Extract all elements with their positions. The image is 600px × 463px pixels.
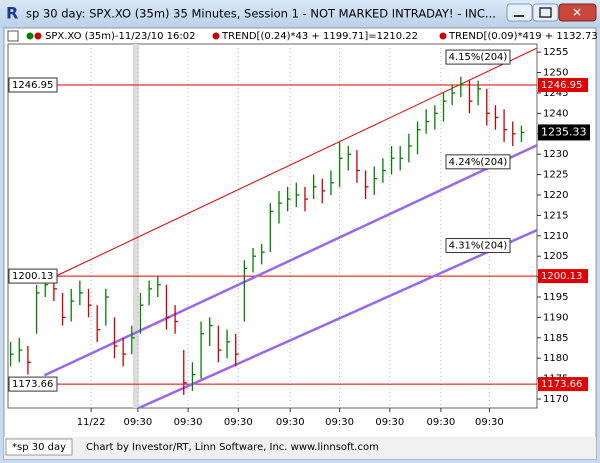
line-label-box: [8, 77, 58, 93]
y-tick-label: 1250: [543, 68, 568, 79]
line-label: 1200.13: [12, 271, 53, 282]
trend-line: [53, 47, 537, 278]
last-price-label: 1235.33: [541, 125, 587, 138]
plot-area: [7, 43, 538, 409]
x-tick-label: 09:30: [123, 417, 152, 428]
maximize-button[interactable]: [532, 3, 559, 22]
x-tick-label: 09:30: [224, 417, 253, 428]
legend-checkbox[interactable]: [7, 30, 19, 42]
legend-dot: [212, 32, 220, 40]
line-label-box: [8, 376, 58, 392]
y-tick-label: 1255: [543, 47, 568, 58]
y-tick-label: 1210: [543, 231, 568, 242]
trend-line: [43, 144, 537, 377]
y-tick-label: 1170: [543, 394, 568, 405]
legend-text: SPX.XO (35m)-11/23/10 16:02: [45, 31, 195, 42]
x-tick-label: 09:30: [426, 417, 455, 428]
legend-dot: [439, 32, 447, 40]
x-tick-label: 09:30: [174, 417, 203, 428]
tab-label: *sp 30 day: [12, 442, 66, 453]
line-label-box: [8, 268, 58, 284]
x-tick-label: 09:30: [475, 417, 504, 428]
y-tick-label: 1215: [543, 210, 568, 221]
close-button[interactable]: [558, 3, 597, 22]
y-tick-label: 1180: [543, 353, 568, 364]
y-tick-label: 1185: [543, 333, 568, 344]
trend-label: 4.15%(204): [449, 52, 508, 63]
x-tick-label: 11/22: [77, 417, 106, 428]
line-label: 1173.66: [12, 379, 53, 390]
session-band: [133, 44, 139, 408]
chart-tab[interactable]: [5, 438, 73, 456]
trend-label: 4.24%(204): [449, 157, 508, 168]
maximize-icon: [539, 7, 552, 18]
plot-layer: [8, 47, 537, 408]
price-tag-label: 1246.95: [541, 80, 582, 91]
legend-text: TREND[(0.24)*43 + 1199.71]=1210.22: [221, 31, 418, 42]
x-tick-label: 09:30: [276, 417, 305, 428]
trend-line: [137, 228, 537, 408]
y-tick-label: 1240: [543, 108, 568, 119]
x-tick-label: 09:30: [375, 417, 404, 428]
app-icon: R: [6, 4, 18, 23]
legend-dot: [34, 32, 42, 40]
last-price-tag: [538, 124, 590, 141]
trend-label-box: [445, 49, 511, 65]
minimize-button[interactable]: [506, 3, 533, 22]
line-label: 1246.95: [12, 80, 53, 91]
price-tag: [538, 269, 588, 284]
legend-text: TREND[(0.09)*419 + 1132.73: [448, 31, 598, 42]
y-tick-label: 1195: [543, 292, 568, 303]
status-bar: [4, 437, 596, 459]
legend-dot: [26, 32, 34, 40]
y-tick-label: 1205: [543, 251, 568, 262]
x-tick-label: 09:30: [325, 417, 354, 428]
title-bar: [0, 0, 600, 28]
y-tick-label: 1220: [543, 190, 568, 201]
price-tag-label: 1200.13: [541, 271, 582, 282]
y-tick-label: 1225: [543, 170, 568, 181]
y-tick-label: 1230: [543, 149, 568, 160]
trend-label-box: [445, 238, 511, 254]
price-tag: [538, 377, 588, 392]
window-title: sp 30 day: SPX.XO (35m) 35 Minutes, Sess…: [26, 7, 496, 21]
y-tick-label: 1245: [543, 88, 568, 99]
close-icon: ✕: [572, 6, 582, 20]
trend-label-box: [445, 154, 511, 170]
price-tag-label: 1173.66: [541, 379, 582, 390]
y-tick-label: 1190: [543, 312, 568, 323]
trend-label: 4.31%(204): [449, 241, 508, 252]
footer-text: Chart by Investor/RT, Linn Software, Inc…: [86, 442, 379, 453]
price-tag: [538, 78, 588, 93]
